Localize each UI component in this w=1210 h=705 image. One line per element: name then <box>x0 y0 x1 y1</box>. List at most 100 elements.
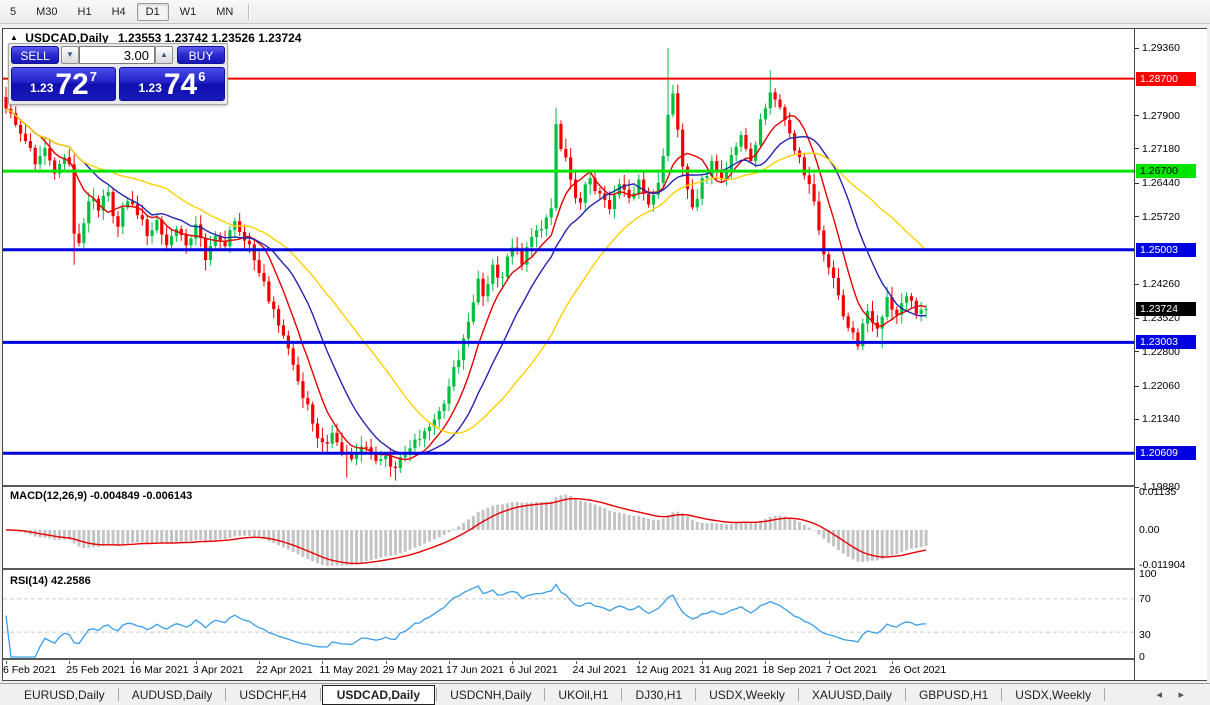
macd-label: MACD(12,26,9) -0.004849 -0.006143 <box>10 490 193 502</box>
date-tick-label: 25 Feb 2021 <box>66 664 126 676</box>
axis-tick-mark <box>1135 148 1139 150</box>
date-tick-mark <box>512 661 514 664</box>
date-tick-label: 17 Jun 2021 <box>445 664 504 676</box>
tab-usdcnh-daily[interactable]: USDCNH,Daily <box>450 687 532 702</box>
date-tick-mark <box>6 661 7 664</box>
volume-decrease-icon[interactable]: ▼ <box>61 46 79 64</box>
timeframe-button-5[interactable]: 5 <box>10 5 17 18</box>
tab-separator <box>904 688 906 701</box>
rsi-plot[interactable] <box>3 570 1134 658</box>
tab-separator <box>1001 688 1003 701</box>
price-tick-label: 1.27900 <box>1142 109 1180 122</box>
date-tick-mark <box>195 661 197 664</box>
tabs-scroll-right-icon[interactable]: ▸ <box>1178 689 1184 701</box>
date-tick-label: 6 Jul 2021 <box>509 664 558 676</box>
date-tick-mark <box>638 661 640 664</box>
tab-gbpusd-h1[interactable]: GBPUSD,H1 <box>918 687 989 702</box>
price-tick-label: 1.22060 <box>1142 380 1180 393</box>
tab-separator <box>319 688 321 701</box>
indicator-axis-label: 0 <box>1139 651 1145 663</box>
collapse-arrow-icon[interactable]: ▲ <box>10 33 18 42</box>
date-tick-label: 18 Sep 2021 <box>762 664 822 676</box>
indicator-axis-label: 0.01135 <box>1139 486 1177 498</box>
timeframe-button-h1[interactable]: H1 <box>77 5 92 18</box>
indicator-axis-label: 30 <box>1139 629 1151 641</box>
date-tick-label: 11 May 2021 <box>319 664 380 676</box>
tab-usdx-weekly[interactable]: USDX,Weekly <box>709 687 785 702</box>
indicator-axis-label: 0.00 <box>1139 524 1160 536</box>
tab-ukoil-h1[interactable]: UKOil,H1 <box>558 687 609 702</box>
tab-separator <box>225 688 227 701</box>
tab-eurusd-daily[interactable]: EURUSD,Daily <box>24 687 105 702</box>
price-tick-label: 1.21340 <box>1142 413 1180 426</box>
axis-tick-mark <box>1135 115 1139 117</box>
sell-price-big: 72 <box>55 68 89 101</box>
tab-audusd-daily[interactable]: AUDUSD,Daily <box>131 687 213 702</box>
level-price-label: 1.26700 <box>1136 164 1196 179</box>
tabs-scroll-left-icon[interactable]: ◂ <box>1156 689 1162 701</box>
panel-separator <box>3 658 1207 660</box>
chart-ohlc-values: 1.23553 1.23742 1.23526 1.23724 <box>117 31 302 45</box>
axis-tick-mark <box>1135 385 1139 387</box>
date-tick-label: 6 Feb 2021 <box>3 664 57 676</box>
axis-tick-mark <box>1135 182 1139 184</box>
buy-price-prefix: 1.23 <box>138 81 162 95</box>
tab-separator <box>436 688 438 701</box>
indicator-axis-label: -0.011904 <box>1139 559 1186 571</box>
axis-tick-mark <box>1135 351 1139 353</box>
timeframe-button-mn[interactable]: MN <box>216 5 234 18</box>
sell-price-panel[interactable]: 1.23 72 7 <box>11 67 116 101</box>
date-tick-mark <box>765 661 767 664</box>
macd-plot[interactable] <box>3 487 1134 568</box>
tab-dj30-h1[interactable]: DJ30,H1 <box>635 687 683 702</box>
price-tick-label: 1.25720 <box>1142 210 1180 223</box>
date-tick-label: 16 Mar 2021 <box>129 664 189 676</box>
date-tick-mark <box>828 661 830 664</box>
axis-tick-mark <box>1135 418 1139 420</box>
buy-price-big: 74 <box>163 68 198 101</box>
timeframe-button-d1[interactable]: D1 <box>136 2 169 21</box>
tab-separator <box>1104 688 1106 701</box>
date-tick-mark <box>702 661 704 664</box>
tab-separator <box>117 688 119 701</box>
tab-usdx-weekly[interactable]: USDX,Weekly <box>1015 687 1092 702</box>
date-tick-mark <box>69 661 71 664</box>
timeframe-button-w1[interactable]: W1 <box>179 5 197 18</box>
date-tick-label: 24 Jul 2021 <box>572 664 627 676</box>
tab-separator <box>695 688 697 701</box>
timeframe-button-h4[interactable]: H4 <box>111 5 126 18</box>
volume-input[interactable] <box>79 46 155 64</box>
panel-separator[interactable] <box>3 485 1207 487</box>
buy-button[interactable]: BUY <box>177 46 225 64</box>
date-tick-label: 31 Aug 2021 <box>699 664 759 676</box>
price-tick-label: 1.19880 <box>1142 481 1180 494</box>
price-tick-label: 1.26440 <box>1142 177 1180 190</box>
date-tick-label: 22 Apr 2021 <box>256 664 313 676</box>
level-price-label: 1.20609 <box>1136 446 1196 461</box>
volume-increase-icon[interactable]: ▲ <box>155 46 173 64</box>
axis-tick-mark <box>1135 486 1139 488</box>
panel-separator[interactable] <box>3 568 1207 570</box>
date-tick-mark <box>891 661 893 664</box>
sell-button[interactable]: SELL <box>11 46 59 64</box>
buy-price-sup: 6 <box>198 69 206 84</box>
timeframe-button-m30[interactable]: M30 <box>36 5 58 18</box>
level-price-label: 1.28700 <box>1136 71 1196 86</box>
rsi-label: RSI(14) 42.2586 <box>10 575 91 587</box>
sell-price-sup: 7 <box>89 69 97 84</box>
date-tick-mark <box>132 661 134 664</box>
axis-tick-mark <box>1135 317 1139 319</box>
tab-xauusd-daily[interactable]: XAUUSD,Daily <box>811 687 892 702</box>
chart-symbol-label: USDCAD,Daily <box>25 31 109 45</box>
level-price-label: 1.23003 <box>1136 335 1196 350</box>
tab-usdchf-h4[interactable]: USDCHF,H4 <box>239 687 307 702</box>
indicator-axis-label: 70 <box>1139 593 1151 605</box>
price-chart-plot[interactable] <box>3 42 1134 485</box>
buy-price-panel[interactable]: 1.23 74 6 <box>119 67 225 101</box>
tab-separator <box>621 688 623 701</box>
chart-window <box>2 28 1207 681</box>
price-axis: 1.29360 1.27900 1.27180 1.26440 1.25720 1.242… <box>1135 29 1207 680</box>
date-tick-mark <box>385 661 387 664</box>
tab-usdcad-daily[interactable]: USDCAD,Daily <box>321 684 436 705</box>
